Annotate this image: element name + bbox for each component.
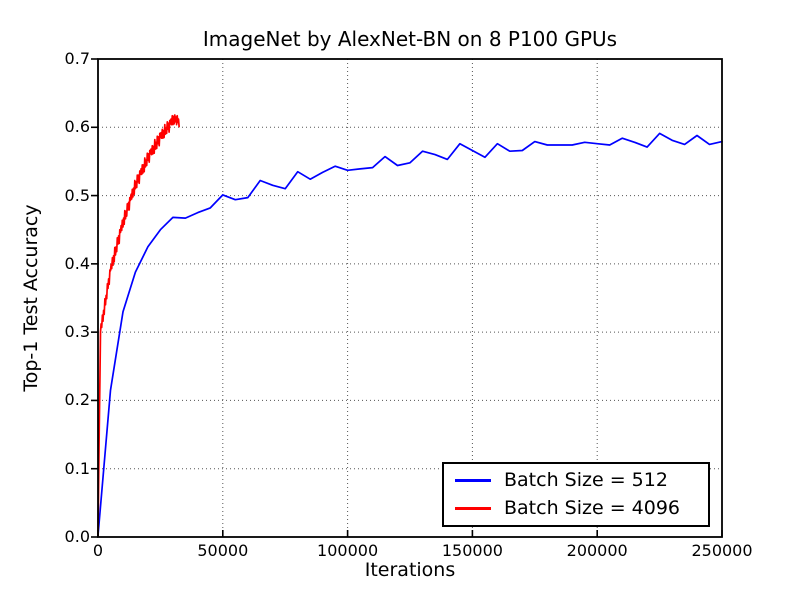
x-tick-label: 100000 [317,541,379,560]
y-axis-label: Top-1 Test Accuracy [20,204,42,392]
y-tick-label: 0.7 [64,49,90,68]
x-tick-label: 200000 [566,541,628,560]
y-tick-label: 0.1 [64,458,90,478]
legend: Batch Size = 512 Batch Size = 4096 [442,462,710,527]
legend-label: Batch Size = 4096 [504,497,681,519]
y-tick-label: 0.5 [64,185,90,205]
chart-title: ImageNet by AlexNet-BN on 8 P100 GPUs [202,27,618,51]
y-tick-label: 0.2 [64,390,90,410]
legend-row: Batch Size = 512 [455,467,708,495]
x-tick-label: 150000 [441,541,503,560]
x-tick-label: 50000 [197,541,249,560]
y-tick-label: 0.0 [64,527,90,546]
legend-row: Batch Size = 4096 [455,495,708,523]
legend-line-sample-batch-4096 [455,507,491,510]
x-tick-label: 0 [92,541,104,560]
y-tick-label: 0.3 [64,322,90,342]
y-tick-label: 0.4 [64,253,90,273]
legend-label: Batch Size = 512 [504,469,668,491]
x-tick-label: 250000 [691,541,753,560]
y-tick-label: 0.6 [64,117,90,137]
x-axis-label: Iterations [364,559,456,581]
legend-line-sample-batch-512 [455,479,491,482]
